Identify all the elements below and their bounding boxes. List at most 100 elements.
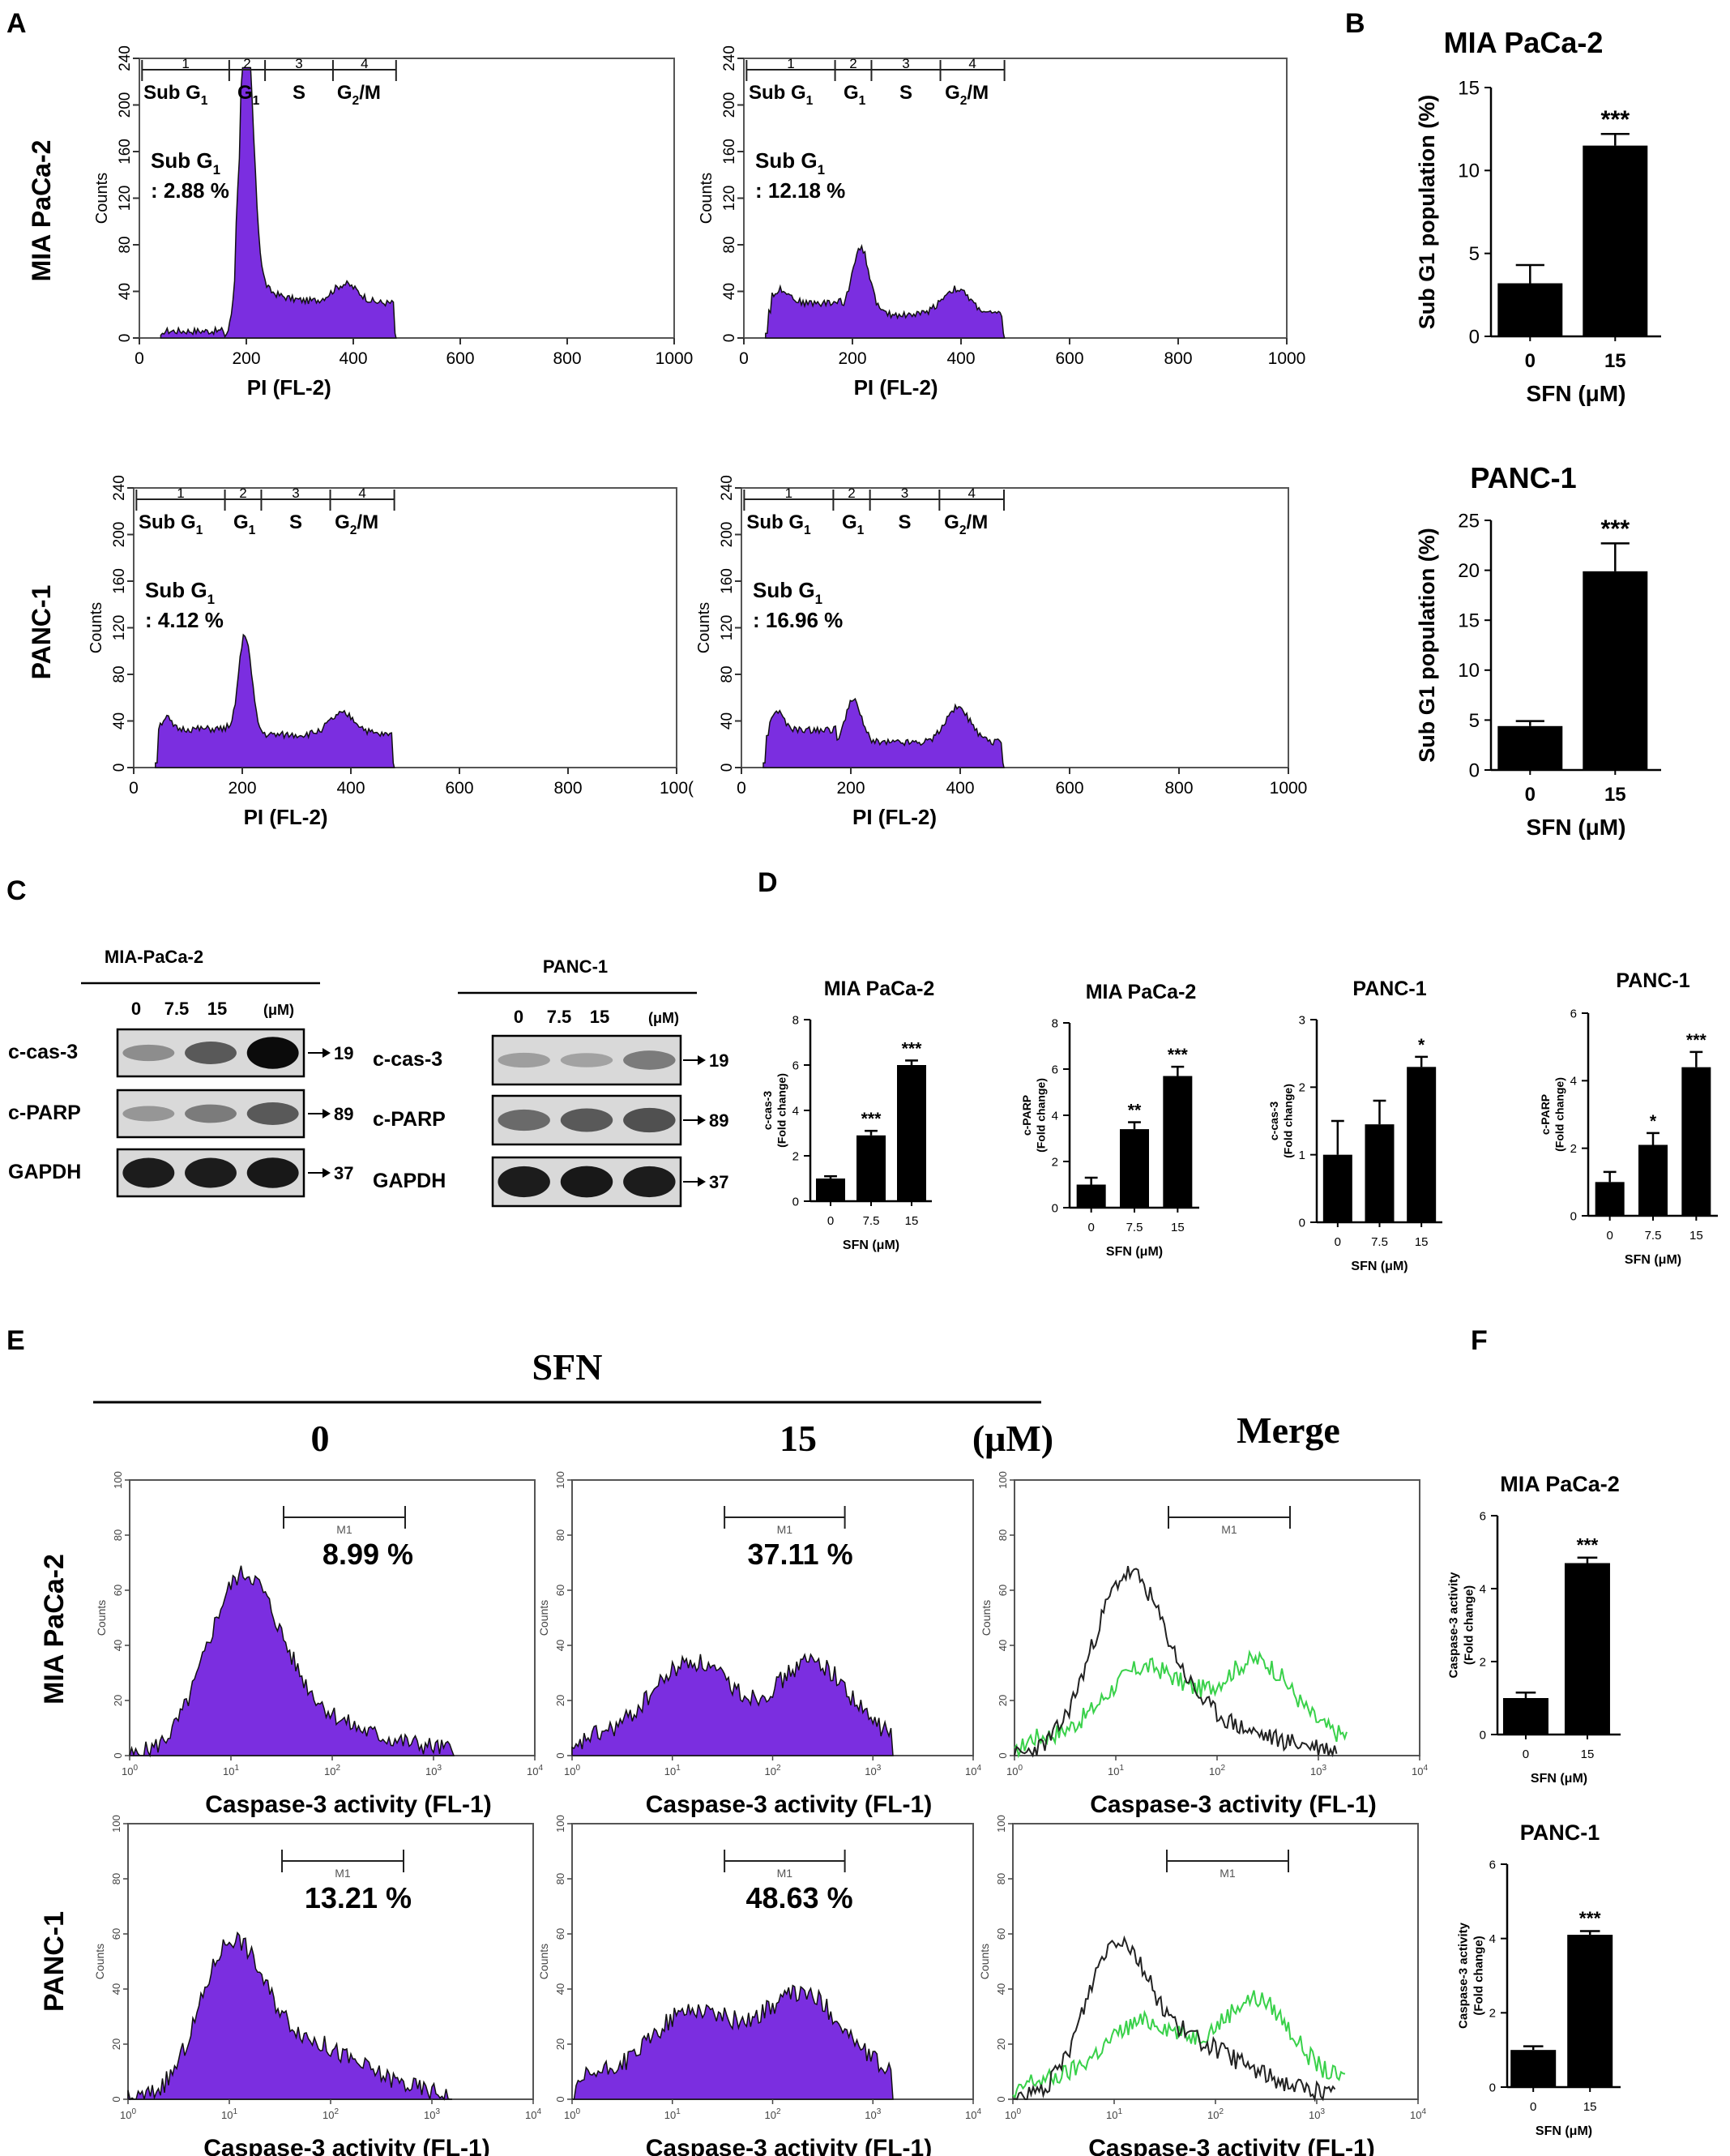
y-tick-label: 60 <box>110 1928 122 1940</box>
gate-number: 4 <box>968 56 976 71</box>
sfn-header: SFN <box>532 1346 603 1388</box>
y-axis-label: Counts <box>980 1600 993 1636</box>
y-tick-label: 2 <box>792 1149 799 1163</box>
bar-chart-d-mia-parp: MIA PaCa-2 0 2 4 6 8 c-PARP (Fold change) 0 ** 7.5… <box>1020 981 1199 1259</box>
gate-m1-label: M1 <box>336 1523 352 1536</box>
y-tick-label: 240 <box>111 475 128 501</box>
y-tick-label: 200 <box>117 92 134 118</box>
x-tick-label: 200 <box>838 349 866 368</box>
plot-frame <box>1012 1823 1419 2100</box>
x-tick-label: 101 <box>664 2107 681 2121</box>
bar <box>1322 1154 1352 1222</box>
x-tick-label: 0 <box>739 349 749 368</box>
panel-letter-e: E <box>6 1325 25 1356</box>
blot-band <box>246 1037 299 1069</box>
x-tick-label: 103 <box>865 2107 881 2121</box>
y-tick-label: 160 <box>721 139 738 165</box>
y-tick-label: 6 <box>1480 1509 1486 1523</box>
x-tick-label: 15 <box>1604 350 1626 372</box>
gate-m1-label: M1 <box>777 1523 793 1536</box>
gate-number: 3 <box>902 56 909 71</box>
panel-letter-b: B <box>1345 8 1365 39</box>
protein-label: GAPDH <box>8 1161 81 1183</box>
y-tick-label: 0 <box>1489 2081 1496 2094</box>
y-tick-label: 6 <box>1570 1007 1577 1020</box>
y-tick-label: 60 <box>997 1585 1009 1596</box>
blot-band <box>560 1108 613 1132</box>
gate-number: 4 <box>361 56 368 71</box>
x-tick-label: 0 <box>827 1214 834 1228</box>
x-axis-label: PI (FL-2) <box>244 805 328 829</box>
gate-number: 4 <box>358 486 365 501</box>
y-tick-label: 0 <box>1469 759 1480 781</box>
caspase-histogram-mia-15: 0 20 40 60 80 100 Counts 100 101 102 103 104 Caspase… <box>537 1471 981 1818</box>
y-tick-label: 0 <box>792 1195 799 1208</box>
histogram-line-control <box>1012 1935 1336 2103</box>
x-tick-label: 1000 <box>1270 779 1308 798</box>
subg1-value: : 4.12 % <box>145 608 224 632</box>
x-tick-label: 100 <box>564 1764 580 1777</box>
y-tick-label: 6 <box>792 1059 799 1072</box>
y-tick-label: 240 <box>117 45 134 71</box>
bar <box>1681 1067 1711 1216</box>
blot-band <box>122 1044 175 1062</box>
x-tick-label: 7.5 <box>1645 1229 1662 1243</box>
gate-label-g2m: G2/M <box>337 82 381 108</box>
y-tick-label: 200 <box>721 92 738 118</box>
y-tick-label: 80 <box>117 236 134 253</box>
x-tick-label: 15 <box>1415 1235 1429 1249</box>
x-axis-label: Caspase-3 activity (FL-1) <box>205 1791 491 1818</box>
x-axis-label: SFN (μM) <box>1536 2124 1592 2138</box>
blot-strip <box>491 1034 682 1086</box>
y-axis-label: c-PARP <box>1539 1094 1552 1135</box>
histogram-area <box>129 1565 455 1758</box>
x-tick-label: 100( <box>660 779 694 798</box>
x-tick-label: 0 <box>1087 1221 1094 1234</box>
cell-cycle-histogram-panc-0: 0 40 80 120 160 200 240 Counts 0 200 400 600 800 100(… <box>88 475 694 829</box>
arrow-head-icon <box>698 1055 706 1065</box>
blot-band <box>122 1106 175 1122</box>
chart-title: MIA PaCa-2 <box>1086 981 1197 1003</box>
y-tick-label: 80 <box>997 1529 1009 1541</box>
blot-band <box>560 1053 613 1067</box>
x-tick-label: 101 <box>664 1764 681 1777</box>
y-tick-label: 20 <box>554 1695 566 1706</box>
histogram-line-control <box>1014 1566 1338 1758</box>
x-tick-label: 800 <box>1164 349 1192 368</box>
gate-m1-label: M1 <box>335 1867 351 1880</box>
bar <box>1583 571 1648 770</box>
conc-15-header: 15 <box>780 1418 817 1459</box>
kda-label: 37 <box>709 1172 728 1192</box>
row-label-panc-a: PANC-1 <box>27 585 56 680</box>
y-tick-label: 40 <box>554 1640 566 1651</box>
bar-chart-f-mia: MIA PaCa-2 0 2 4 6 Caspase-3 activity (Fold ch… <box>1447 1472 1621 1786</box>
bar <box>1163 1076 1193 1208</box>
y-tick-label: 40 <box>721 283 738 300</box>
y-tick-label: 20 <box>110 2038 122 2050</box>
y-tick-label: 60 <box>112 1585 124 1596</box>
x-tick-label: 102 <box>1207 2107 1224 2121</box>
kda-label: 89 <box>709 1110 728 1131</box>
y-tick-label: 100 <box>554 1815 566 1833</box>
gate-label-g2m: G2/M <box>945 82 989 108</box>
y-tick-label: 25 <box>1458 510 1480 532</box>
y-tick-label: 0 <box>1469 326 1480 348</box>
gate-label-g1: G1 <box>844 82 866 108</box>
x-axis-label: PI (FL-2) <box>247 375 331 400</box>
chart-title: MIA PaCa-2 <box>824 977 935 1000</box>
gate-number: 4 <box>968 486 975 501</box>
y-tick-label: 40 <box>995 1983 1007 1995</box>
gate-m1-label: M1 <box>1220 1867 1236 1880</box>
dose-label: 15 <box>590 1007 609 1027</box>
x-tick-label: 15 <box>1689 1229 1703 1243</box>
x-tick-label: 103 <box>424 2107 440 2121</box>
x-tick-label: 400 <box>339 349 367 368</box>
y-axis-label-2: (Fold change) <box>1462 1585 1476 1665</box>
bar <box>1497 283 1563 336</box>
y-tick-label: 40 <box>719 712 736 729</box>
y-axis-label: Counts <box>88 602 105 653</box>
gate-label-subg1: Sub G1 <box>139 511 203 537</box>
y-tick-label: 6 <box>1489 1858 1496 1872</box>
y-tick-label: 0 <box>721 334 738 343</box>
